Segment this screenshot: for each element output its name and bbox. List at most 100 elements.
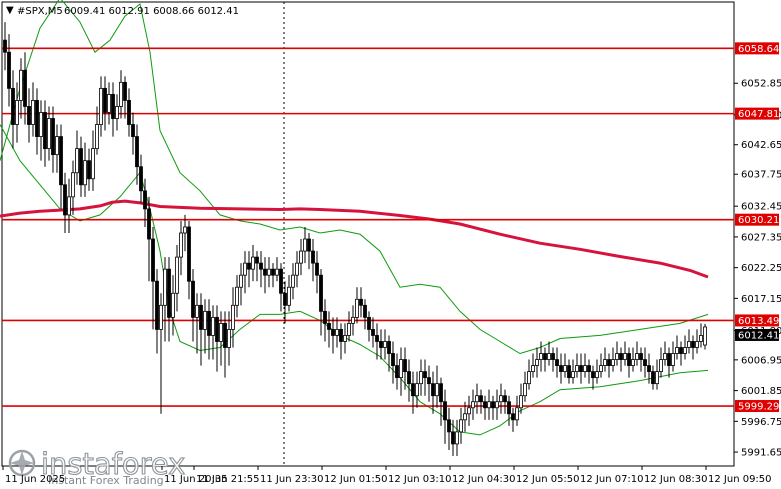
candle-body xyxy=(431,383,435,397)
candle xyxy=(647,353,651,384)
candle-body xyxy=(323,310,327,324)
candle-body xyxy=(663,353,667,360)
candle-body xyxy=(287,286,291,306)
candle xyxy=(603,347,607,372)
candle xyxy=(559,353,563,384)
candle-body xyxy=(35,100,39,137)
y-tick-label: 6032.45 xyxy=(741,202,781,213)
candle-body xyxy=(103,87,107,113)
candle-body xyxy=(151,238,155,282)
candle-body xyxy=(679,347,683,354)
candle xyxy=(543,347,547,372)
candle xyxy=(111,82,115,137)
candle xyxy=(131,112,135,155)
y-tick-label: 6027.35 xyxy=(741,232,781,243)
header-arrow-icon[interactable]: ▼ xyxy=(6,5,14,16)
candle-body xyxy=(115,106,119,119)
candle-body xyxy=(247,262,251,270)
candle xyxy=(91,130,95,191)
candle-body xyxy=(479,395,483,403)
candle xyxy=(571,359,575,384)
candle xyxy=(71,160,75,215)
candle xyxy=(267,257,271,288)
candle-body xyxy=(271,268,275,276)
candle xyxy=(595,359,599,384)
candle-body xyxy=(383,341,387,348)
candle-body xyxy=(191,280,195,318)
candle-body xyxy=(399,359,403,379)
candle xyxy=(687,329,691,354)
candle xyxy=(675,335,679,360)
candle xyxy=(31,82,35,137)
candle-body xyxy=(475,395,479,403)
candle-body xyxy=(527,371,531,385)
candle xyxy=(7,34,11,107)
candle-body xyxy=(667,353,671,366)
candle-body xyxy=(379,341,383,348)
candle xyxy=(479,389,483,414)
candle-body xyxy=(559,365,563,373)
candle xyxy=(387,335,391,372)
candle-body xyxy=(659,359,663,373)
candle xyxy=(439,377,443,426)
level-tag-label: 6058.64 xyxy=(738,44,779,55)
candle xyxy=(567,359,571,384)
candle xyxy=(275,257,279,282)
chart-header: ▼ #SPX,M5 6009.41 6012.91 6008.66 6012.4… xyxy=(6,5,239,17)
candle-body xyxy=(19,69,23,101)
candle-body xyxy=(363,304,367,318)
candle-body xyxy=(147,208,151,240)
x-tick-label: 11 Jun 23:30 xyxy=(260,474,324,485)
candle xyxy=(627,347,631,378)
candle xyxy=(551,347,555,372)
candle-body xyxy=(195,304,199,318)
candle xyxy=(499,383,503,414)
candle xyxy=(531,353,535,378)
x-tick-label: 12 Jun 07:10 xyxy=(580,474,644,485)
candle xyxy=(343,323,347,354)
candle-body xyxy=(591,371,595,379)
candle-body xyxy=(675,347,679,354)
candle-body xyxy=(583,365,587,373)
candle xyxy=(643,347,647,378)
candle xyxy=(523,371,527,402)
candle xyxy=(451,419,455,456)
candle-body xyxy=(671,353,675,366)
candle xyxy=(315,251,319,294)
candle xyxy=(359,287,363,318)
candle xyxy=(207,299,211,360)
candle-body xyxy=(599,365,603,373)
candle-body xyxy=(539,353,543,360)
candle xyxy=(227,311,231,366)
candle-body xyxy=(691,341,695,348)
candle xyxy=(631,347,635,372)
candle xyxy=(211,305,215,360)
candle xyxy=(467,395,471,426)
candle xyxy=(107,82,111,125)
candle-body xyxy=(563,365,567,373)
candle xyxy=(19,58,23,119)
candle-body xyxy=(75,148,79,174)
x-tick-label: 12 Jun 09:50 xyxy=(708,474,772,485)
candle xyxy=(443,389,447,444)
candle xyxy=(423,359,427,396)
x-tick-label: 12 Jun 03:10 xyxy=(388,474,452,485)
candle-body xyxy=(303,238,307,252)
candle-body xyxy=(91,148,95,180)
candle xyxy=(395,353,399,390)
candle-body xyxy=(535,359,539,366)
candle xyxy=(427,365,431,402)
candle xyxy=(663,341,667,366)
candle-body xyxy=(299,250,303,264)
candle xyxy=(199,293,203,366)
candle xyxy=(231,287,235,348)
candle xyxy=(311,239,315,282)
candle xyxy=(59,124,63,209)
candle xyxy=(303,226,307,264)
candle xyxy=(155,269,159,354)
candle-body xyxy=(355,298,359,318)
candle-body xyxy=(339,329,343,342)
candle xyxy=(319,269,323,336)
candle xyxy=(487,389,491,420)
